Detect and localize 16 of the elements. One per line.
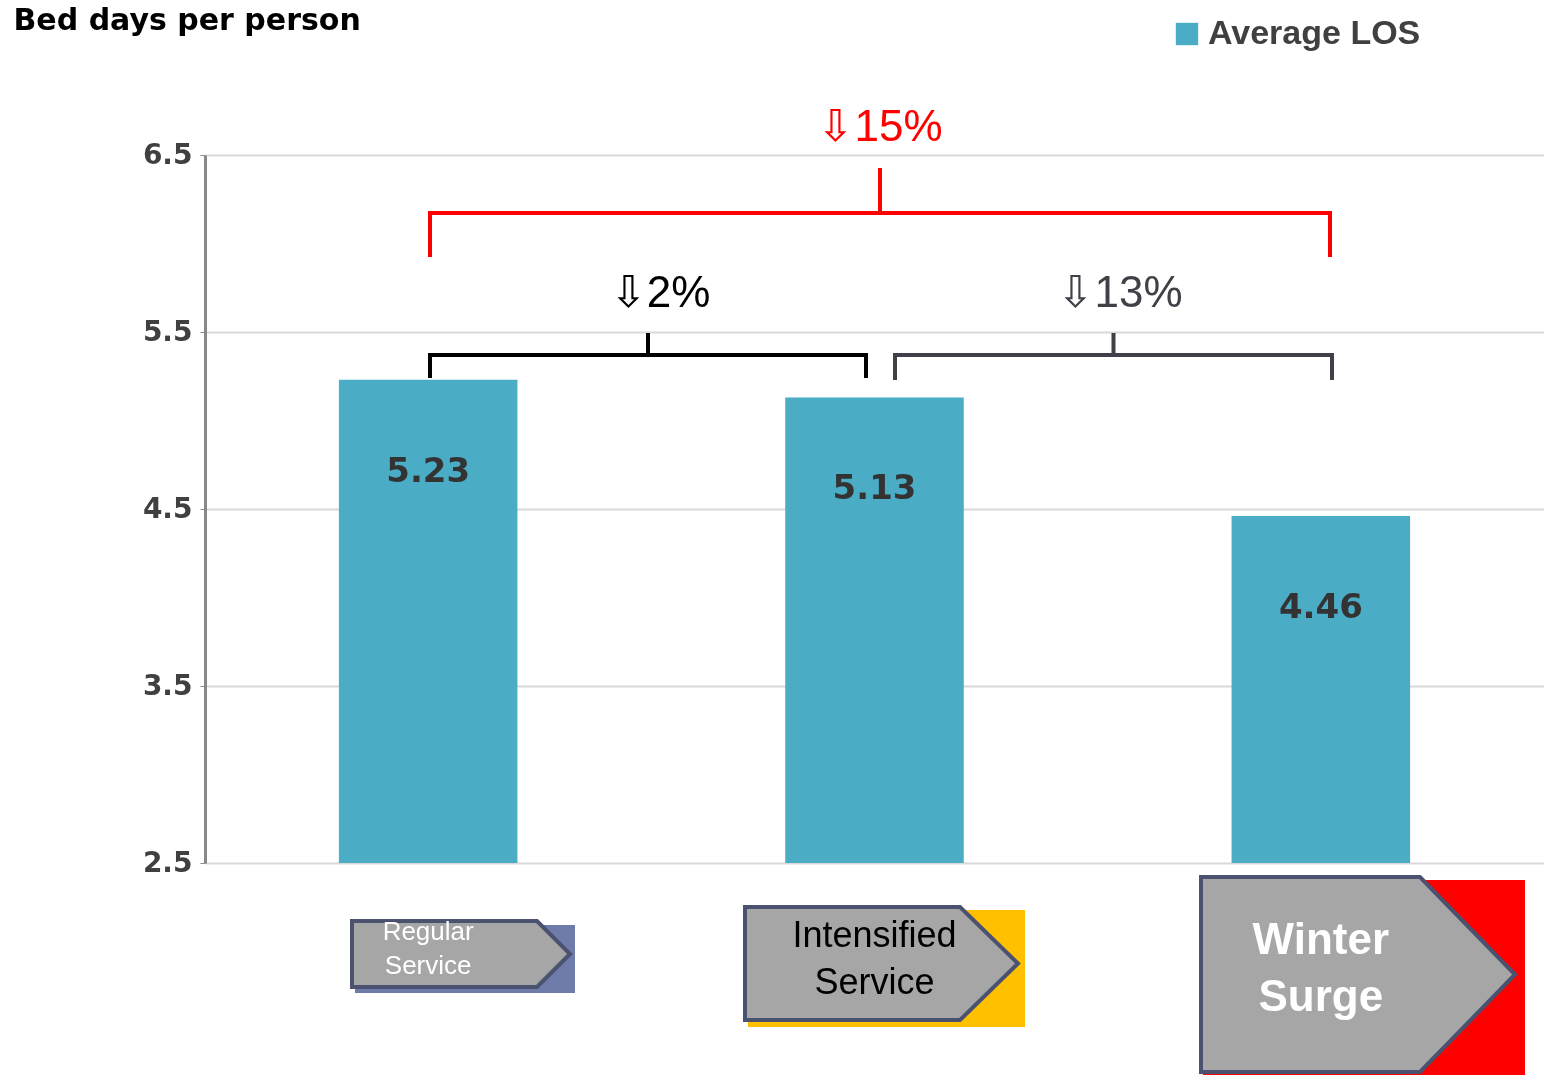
data-label: 5.23 (386, 449, 471, 490)
data-label: 5.13 (832, 467, 917, 508)
y-tick-label: 5.5 (142, 314, 193, 348)
y-tick-label: 3.5 (142, 668, 193, 702)
text: ⇩15% (817, 100, 943, 151)
annotation: ⇩13% (1057, 266, 1183, 317)
x-tick-label: Winter Surge (1252, 913, 1390, 1020)
legend-label: Average LOS (1208, 13, 1421, 51)
y-axis-title: Bed days per person (13, 1, 361, 37)
x-tick-label: Regular Service (382, 915, 475, 980)
y-tick-label: 6.5 (142, 137, 193, 171)
data-label: 4.46 (1278, 586, 1363, 627)
annotation: ⇩2% (609, 266, 711, 317)
x-tick-label: Intensified Service (792, 913, 957, 1002)
y-tick-label: 4.5 (142, 491, 193, 525)
y-tick-label: 2.5 (142, 845, 193, 879)
